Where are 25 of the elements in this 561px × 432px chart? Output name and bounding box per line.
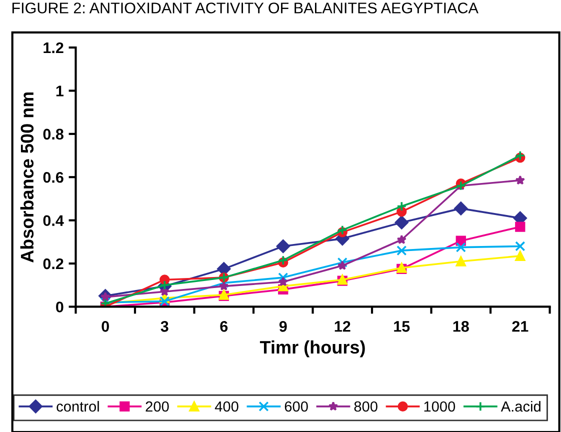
- legend-label: 200: [146, 401, 169, 412]
- legend-label: 1000: [424, 401, 456, 412]
- x-tick-label: 12: [334, 321, 350, 332]
- x-tick-label: 9: [279, 321, 287, 332]
- x-tick-label: 6: [220, 321, 228, 332]
- x-tick-label: 15: [394, 321, 410, 332]
- legend-label: 400: [214, 401, 238, 412]
- x-tick-label: 21: [512, 321, 528, 332]
- y-tick-label: 0.8: [43, 128, 64, 140]
- legend-label: 600: [284, 401, 308, 412]
- x-tick-label: 3: [160, 321, 168, 332]
- y-tick-label: 0: [56, 302, 64, 312]
- x-tick-label: 18: [453, 321, 469, 332]
- legend-label: control: [56, 400, 99, 412]
- legend-label: A.acid: [500, 400, 540, 412]
- legend-label: 800: [354, 401, 378, 412]
- y-tick-label: 0.6: [43, 172, 64, 183]
- chart-title: FIGURE 2: ANTIOXIDANT ACTIVITY OF BALANITES AEGYPTIACA: [12, 2, 478, 14]
- y-axis-title: Absorbance 500 nm: [20, 92, 34, 262]
- y-tick-label: 0.4: [43, 215, 64, 226]
- y-tick-label: 1.2: [44, 42, 64, 54]
- x-tick-label: 0: [102, 321, 109, 332]
- y-tick-label: 1: [56, 86, 64, 96]
- x-axis-title: Timr (hours): [260, 340, 365, 358]
- y-tick-label: 0.2: [43, 258, 64, 270]
